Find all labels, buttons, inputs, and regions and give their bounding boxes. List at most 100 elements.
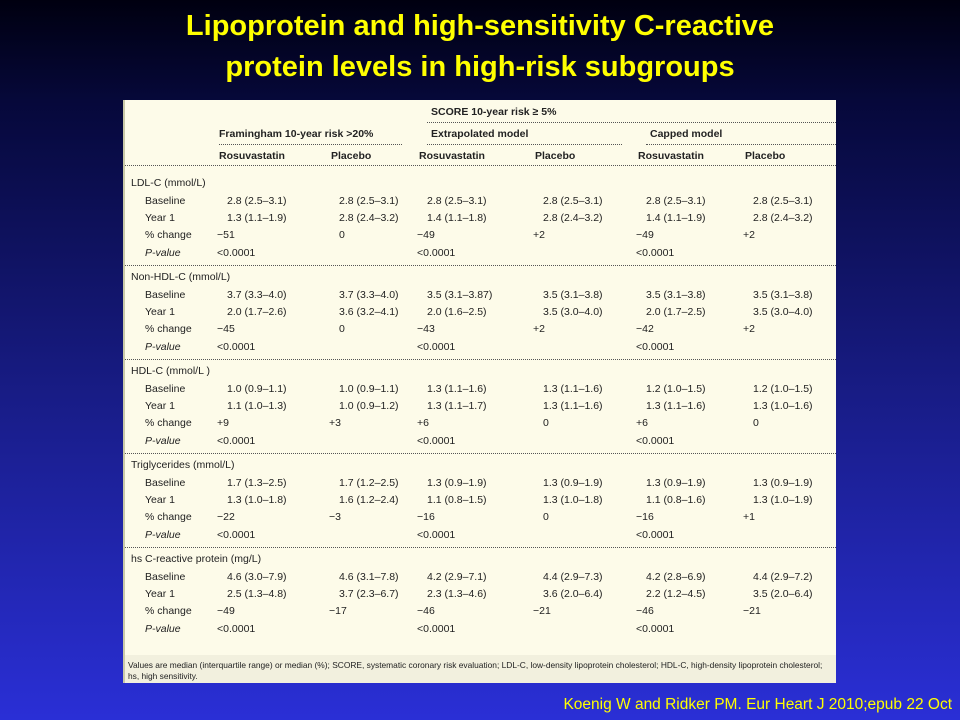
table-cell: 2.8 (2.5–3.1) xyxy=(227,195,287,207)
table-cell: 3.5 (3.1–3.8) xyxy=(543,289,603,301)
table-cell: 1.3 (1.1–1.7) xyxy=(427,400,487,413)
row-label: Baseline xyxy=(145,195,186,207)
table-cell: 3.5 (2.0–6.4) xyxy=(753,588,813,601)
table-cell: −46 xyxy=(636,605,654,618)
col-header-5: Placebo xyxy=(745,150,786,162)
table-cell: 0 xyxy=(339,229,345,242)
col-header-1: Placebo xyxy=(331,150,372,162)
table-cell: 3.5 (3.0–4.0) xyxy=(753,306,813,319)
row-label: Year 1 xyxy=(145,212,175,225)
footnote-band xyxy=(125,655,836,683)
header-bottom-rule xyxy=(125,165,836,166)
table-cell: 1.3 (1.1–1.6) xyxy=(543,400,603,413)
table-cell: 0 xyxy=(339,323,345,336)
table-cell: 1.3 (1.0–1.8) xyxy=(543,494,603,507)
col-header-2: Rosuvastatin xyxy=(419,150,485,162)
table-cell: −42 xyxy=(636,323,654,336)
table-cell: −45 xyxy=(217,323,235,336)
score-header: SCORE 10-year risk ≥ 5% xyxy=(431,106,557,118)
table-cell: 4.6 (3.0–7.9) xyxy=(227,571,287,583)
slide-title-line-1: Lipoprotein and high-sensitivity C-react… xyxy=(185,10,775,42)
col-header-4: Rosuvastatin xyxy=(638,150,704,162)
row-label: Baseline xyxy=(145,289,186,301)
table-cell: +2 xyxy=(743,323,755,336)
section-title: HDL-C (mmol/L ) xyxy=(131,365,210,377)
table-cell: 1.3 (1.1–1.6) xyxy=(646,400,706,413)
table-cell: 2.8 (2.4–3.2) xyxy=(543,212,603,225)
table-cell: 1.4 (1.1–1.9) xyxy=(646,212,706,225)
section-title: Non-HDL-C (mmol/L) xyxy=(131,271,231,283)
section-title: Triglycerides (mmol/L) xyxy=(131,459,235,471)
table-cell: 3.5 (3.0–4.0) xyxy=(543,306,603,319)
table-cell: −17 xyxy=(329,605,347,618)
table-cell: −21 xyxy=(743,605,761,618)
table-cell: 1.3 (1.1–1.6) xyxy=(427,383,487,395)
row-label: Year 1 xyxy=(145,400,175,413)
row-label: Year 1 xyxy=(145,494,175,507)
table-cell: 2.8 (2.5–3.1) xyxy=(339,195,399,207)
table-cell: 3.7 (3.3–4.0) xyxy=(227,289,287,301)
table-cell: 2.8 (2.5–3.1) xyxy=(543,195,603,207)
table-cell: 1.3 (1.1–1.6) xyxy=(543,383,603,395)
table-cell: 1.3 (0.9–1.9) xyxy=(427,477,487,489)
table-cell: 1.1 (0.8–1.6) xyxy=(646,494,706,507)
table-cell: −49 xyxy=(636,229,654,242)
section-divider xyxy=(125,453,836,454)
row-label: % change xyxy=(145,323,192,336)
table-cell: 4.2 (2.9–7.1) xyxy=(427,571,487,583)
table-cell: 2.0 (1.7–2.6) xyxy=(227,306,287,319)
section-divider xyxy=(125,265,836,266)
slide-title-line-2: protein levels in high-risk subgroups xyxy=(225,51,735,83)
row-label: % change xyxy=(145,417,192,430)
table-cell: <0.0001 xyxy=(636,622,675,635)
section-title: LDL-C (mmol/L) xyxy=(131,177,206,189)
table-cell: +3 xyxy=(329,417,341,430)
table-footnote: Values are median (interquartile range) … xyxy=(128,660,823,681)
group-extrapolated: Extrapolated model xyxy=(431,128,529,140)
score-header-rule xyxy=(427,122,836,123)
data-table: Values are median (interquartile range) … xyxy=(123,100,836,683)
table-cell: 4.6 (3.1–7.8) xyxy=(339,571,399,583)
table-cell: <0.0001 xyxy=(417,340,456,353)
table-cell: <0.0001 xyxy=(636,340,675,353)
table-cell: 3.6 (2.0–6.4) xyxy=(543,588,603,601)
table-cell: <0.0001 xyxy=(636,246,675,259)
table-cell: 1.7 (1.2–2.5) xyxy=(339,477,399,489)
section-divider xyxy=(125,547,836,548)
row-label: Year 1 xyxy=(145,588,175,601)
table-cell: +1 xyxy=(743,511,755,524)
capped-rule xyxy=(646,144,836,145)
table-cell: <0.0001 xyxy=(417,246,456,259)
table-cell: <0.0001 xyxy=(417,622,456,635)
table-cell: +2 xyxy=(743,229,755,242)
extrapolated-rule xyxy=(427,144,622,145)
table-cell: 1.3 (1.0–1.8) xyxy=(227,494,287,507)
table-cell: 3.5 (3.1–3.8) xyxy=(646,289,706,301)
slide-title: Lipoprotein and high-sensitivity C-react… xyxy=(0,6,960,88)
table-cell: −43 xyxy=(417,323,435,336)
table-cell: 3.7 (3.3–4.0) xyxy=(339,289,399,301)
table-cell: +6 xyxy=(636,417,648,430)
table-cell: 1.3 (0.9–1.9) xyxy=(753,477,813,489)
table-cell: −22 xyxy=(217,511,235,524)
table-cell: <0.0001 xyxy=(217,528,256,541)
table-cell: <0.0001 xyxy=(217,434,256,447)
table-cell: 2.2 (1.2–4.5) xyxy=(646,588,706,601)
row-label: % change xyxy=(145,229,192,242)
table-cell: 1.3 (1.0–1.9) xyxy=(753,494,813,507)
table-cell: 1.3 (0.9–1.9) xyxy=(543,477,603,489)
table-cell: +2 xyxy=(533,323,545,336)
table-cell: −51 xyxy=(217,229,235,242)
row-label: P-value xyxy=(145,340,181,353)
table-cell: 3.7 (2.3–6.7) xyxy=(339,588,399,601)
row-label: P-value xyxy=(145,434,181,447)
table-cell: 1.6 (1.2–2.4) xyxy=(339,494,399,507)
table-cell: 2.5 (1.3–4.8) xyxy=(227,588,287,601)
table-cell: 1.0 (0.9–1.1) xyxy=(227,383,287,395)
table-cell: 1.4 (1.1–1.8) xyxy=(427,212,487,225)
row-label: % change xyxy=(145,511,192,524)
row-label: % change xyxy=(145,605,192,618)
table-cell: 1.1 (0.8–1.5) xyxy=(427,494,487,507)
table-cell: 2.8 (2.4–3.2) xyxy=(339,212,399,225)
citation: Koenig W and Ridker PM. Eur Heart J 2010… xyxy=(563,696,952,713)
